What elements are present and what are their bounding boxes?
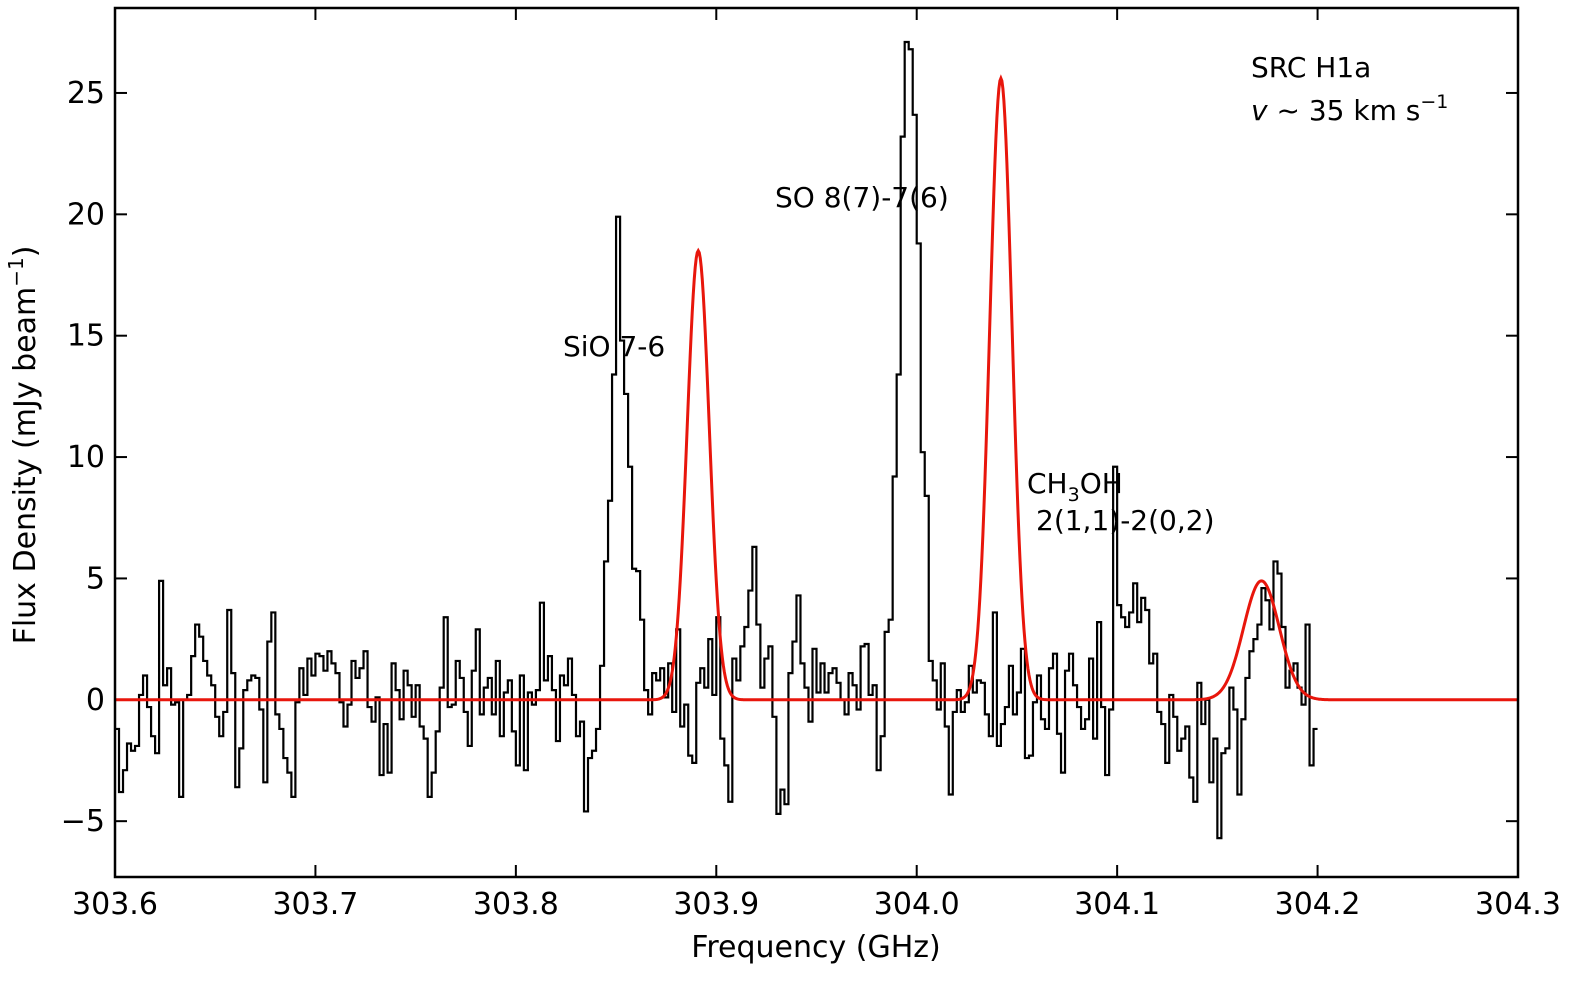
y-tick-label: −5 bbox=[61, 804, 105, 839]
gaussian-fit-series bbox=[115, 74, 1518, 702]
x-tick-label: 303.9 bbox=[673, 887, 759, 922]
x-tick-label: 304.2 bbox=[1275, 887, 1361, 922]
y-tick-label: 5 bbox=[86, 561, 105, 596]
y-tick-label: 15 bbox=[67, 319, 105, 354]
sio-line-label: SiO 7-6 bbox=[563, 330, 665, 363]
x-tick-label: 304.0 bbox=[874, 887, 960, 922]
y-tick-label: 10 bbox=[67, 440, 105, 475]
y-tick-label: 20 bbox=[67, 197, 105, 232]
y-axis-ticks: −5 0 5 10 15 20 25 bbox=[61, 76, 1518, 839]
y-axis-title: Flux Density (mJy beam−1) bbox=[4, 246, 43, 645]
y-tick-label: 25 bbox=[67, 76, 105, 111]
x-axis-ticks: 303.6 303.7 303.8 303.9 304.0 304.1 304.2 304.3 bbox=[72, 8, 1561, 922]
x-tick-label: 303.6 bbox=[72, 887, 158, 922]
velocity-unit-sup: −1 bbox=[1420, 91, 1448, 113]
spectrum-series bbox=[115, 40, 1318, 840]
y-axis-title-close: ) bbox=[8, 246, 43, 258]
ch3oh-species-label: CH3OH bbox=[1027, 467, 1123, 506]
velocity-value: ~ 35 km s bbox=[1268, 94, 1421, 127]
x-tick-label: 303.7 bbox=[272, 887, 358, 922]
ch3oh-subscript: 3 bbox=[1068, 484, 1080, 506]
velocity-label: v ~ 35 km s−1 bbox=[1251, 91, 1448, 127]
ch3oh-part-b: OH bbox=[1080, 467, 1123, 500]
so-line-label: SO 8(7)-7(6) bbox=[775, 181, 949, 214]
x-axis-title: Frequency (GHz) bbox=[691, 930, 940, 965]
ch3oh-part-a: CH bbox=[1027, 467, 1068, 500]
y-axis-title-main: Flux Density (mJy beam bbox=[8, 287, 43, 645]
x-tick-label: 303.8 bbox=[473, 887, 559, 922]
y-tick-label: 0 bbox=[86, 683, 105, 718]
x-tick-label: 304.1 bbox=[1074, 887, 1160, 922]
velocity-symbol: v bbox=[1251, 94, 1268, 127]
x-tick-label: 304.3 bbox=[1475, 887, 1561, 922]
source-name-label: SRC H1a bbox=[1251, 51, 1371, 84]
plot-frame bbox=[113, 6, 1520, 879]
y-axis-title-sup: −1 bbox=[4, 257, 28, 286]
ch3oh-transition-label: 2(1,1)-2(0,2) bbox=[1036, 504, 1215, 537]
